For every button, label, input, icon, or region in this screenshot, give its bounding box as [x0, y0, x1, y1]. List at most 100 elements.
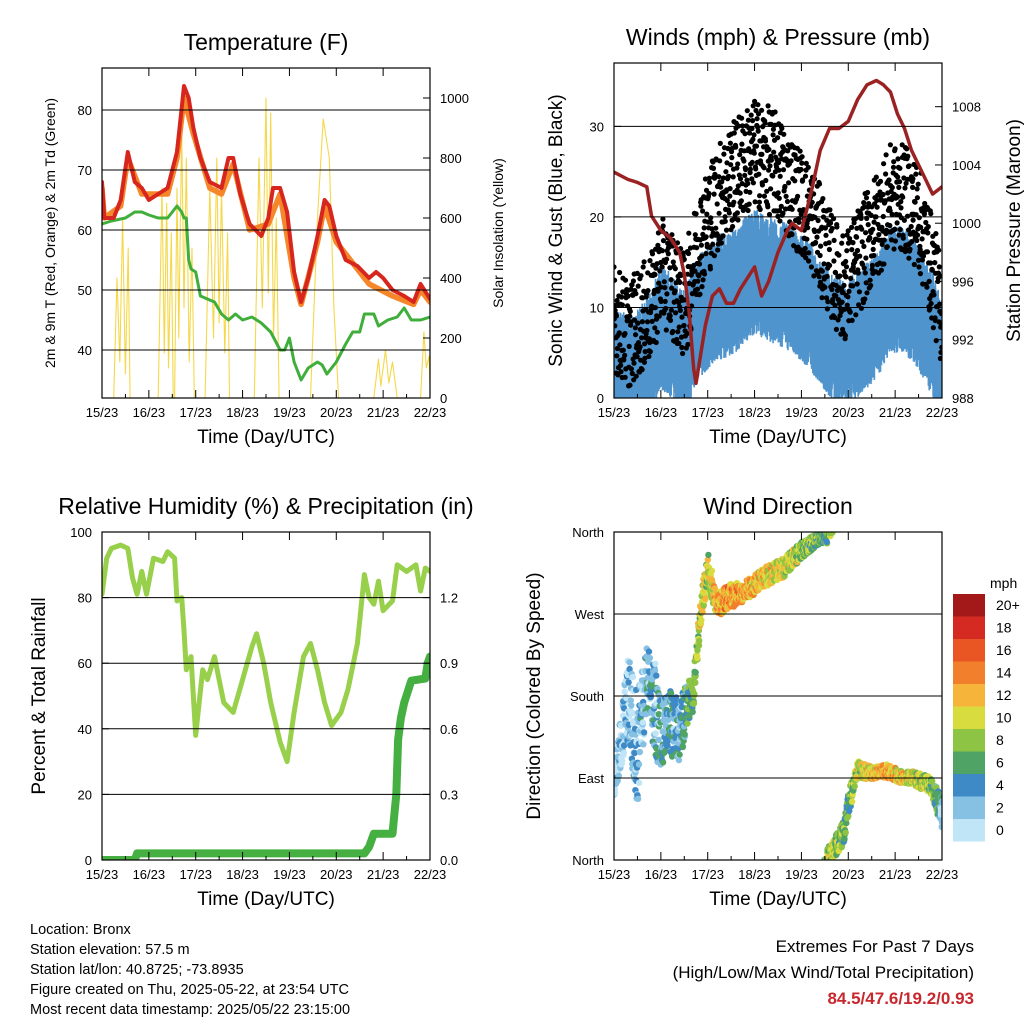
direction-point: [664, 716, 672, 724]
gust-point: [821, 261, 827, 267]
gust-point: [925, 224, 931, 230]
gust-point: [680, 250, 687, 256]
direction-point: [937, 807, 942, 815]
y2-axis-label: Station Pressure (Maroon): [1004, 119, 1024, 342]
gust-point: [701, 225, 707, 231]
elevation-text: Station elevation: 57.5 m: [30, 942, 190, 958]
gust-point: [866, 201, 872, 207]
gust-point: [832, 302, 838, 308]
gust-point: [770, 173, 776, 179]
gust-point: [655, 242, 661, 248]
y-tick-label: East: [578, 771, 604, 786]
gust-point: [812, 228, 818, 235]
direction-point: [620, 749, 628, 757]
direction-point: [689, 708, 696, 716]
series-station-pressure: [614, 78, 942, 386]
gust-point: [909, 239, 915, 245]
gust-point: [626, 343, 632, 349]
direction-point: [695, 642, 703, 649]
gust-point: [622, 352, 628, 358]
x-tick-label: 20/23: [832, 867, 865, 882]
direction-point: [627, 697, 634, 704]
gust-point: [806, 258, 812, 264]
gust-point: [642, 349, 648, 355]
gust-point: [917, 271, 924, 277]
gust-point: [700, 277, 706, 283]
gust-point: [861, 243, 867, 249]
gust-point: [620, 347, 626, 353]
gust-point: [745, 207, 751, 214]
direction-point: [681, 731, 688, 738]
gust-point: [653, 265, 659, 271]
direction-point: [842, 829, 849, 836]
recent-data-text: Most recent data timestamp: 2025/05/22 2…: [30, 1002, 351, 1018]
direction-point: [692, 669, 699, 676]
gust-point: [878, 267, 885, 273]
y-tick-label: 100: [70, 525, 92, 540]
gust-point: [667, 313, 673, 319]
gust-point: [660, 238, 667, 244]
y2-tick-label: 1000: [440, 91, 469, 106]
gust-point: [704, 211, 710, 217]
x-tick-label: 19/23: [273, 867, 306, 882]
y2-tick-label: 200: [440, 331, 462, 346]
gust-point: [708, 219, 714, 226]
gust-point: [768, 186, 774, 192]
x-tick-label: 16/23: [133, 867, 166, 882]
gust-point: [670, 328, 676, 335]
direction-point: [829, 532, 836, 536]
gust-point: [630, 356, 636, 362]
direction-point: [938, 823, 942, 831]
gust-point: [863, 280, 869, 286]
gust-point: [729, 155, 735, 161]
gust-point: [663, 305, 669, 312]
legend-swatch: [953, 729, 985, 752]
x-tick-label: 18/23: [226, 867, 259, 882]
gust-point: [628, 366, 635, 372]
gust-point: [702, 176, 709, 182]
legend-label: 0: [996, 822, 1004, 838]
y2-tick-label: 0: [440, 391, 447, 406]
gust-point: [890, 164, 897, 170]
gust-point: [677, 307, 683, 313]
gust-point: [796, 219, 802, 225]
gust-point: [913, 171, 919, 177]
gust-point: [843, 264, 850, 270]
gust-point: [674, 336, 680, 343]
gust-point: [928, 300, 934, 307]
gust-point: [775, 160, 782, 166]
gust-point: [701, 271, 708, 277]
gust-point: [737, 176, 744, 182]
gust-point: [735, 161, 741, 167]
gust-point: [856, 289, 863, 295]
gust-point: [930, 325, 937, 331]
gust-point: [923, 219, 929, 226]
direction-point: [631, 749, 638, 757]
x-tick-label: 19/23: [785, 405, 818, 420]
gust-point: [737, 152, 743, 158]
legend-swatch: [953, 706, 985, 729]
gust-point: [716, 210, 722, 216]
y2-tick-label: 0.6: [440, 722, 458, 737]
x-tick-label: 17/23: [179, 405, 212, 420]
gust-point: [887, 142, 894, 148]
gust-point: [616, 330, 622, 336]
gust-point: [761, 193, 768, 199]
gust-point: [829, 225, 835, 232]
gust-point: [816, 274, 822, 280]
speed-legend: mph 20+ 18 16 14 12 10 8 6 4 2 0: [953, 575, 1020, 842]
gust-point: [695, 278, 701, 284]
gust-point: [686, 230, 692, 236]
gust-point: [673, 310, 679, 316]
gust-point: [816, 181, 823, 187]
direction-point: [629, 710, 636, 717]
direction-point: [676, 751, 683, 758]
direction-point: [679, 743, 687, 751]
gust-point: [897, 226, 903, 233]
gust-point: [932, 260, 938, 266]
gust-point: [655, 288, 661, 294]
gust-point: [703, 251, 709, 257]
gust-point: [929, 267, 935, 273]
temperature-panel: 15/23 16/23 17/23 18/23 19/23 20/23 21/23 22/23…: [42, 29, 506, 448]
gust-point: [625, 293, 631, 299]
